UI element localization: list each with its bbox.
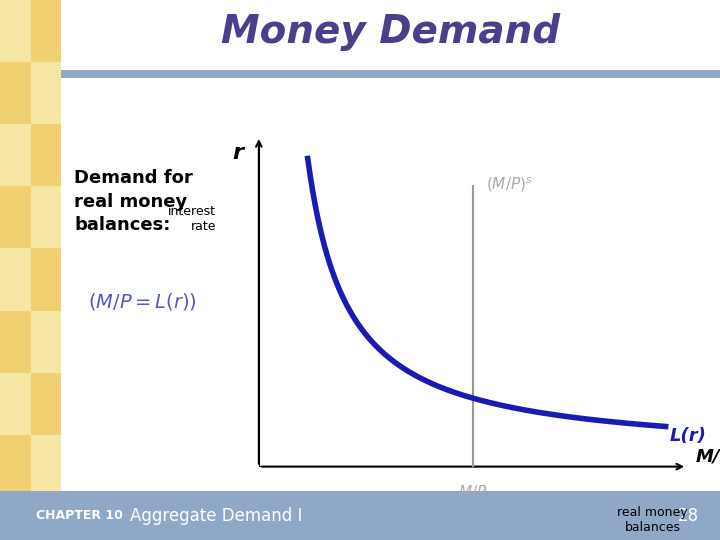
Bar xyxy=(0,124,30,186)
Bar xyxy=(0,62,30,124)
Text: $(M/P)^s$: $(M/P)^s$ xyxy=(486,176,533,194)
Bar xyxy=(0,435,30,497)
Text: interest
rate: interest rate xyxy=(168,205,216,233)
Bar xyxy=(30,435,61,497)
Text: $M/P$: $M/P$ xyxy=(458,483,487,500)
Bar xyxy=(30,0,61,62)
Bar xyxy=(0,248,30,310)
Text: Money Demand: Money Demand xyxy=(221,12,560,51)
Bar xyxy=(30,124,61,186)
Bar xyxy=(30,62,61,124)
Bar xyxy=(0,0,30,62)
Text: Aggregate Demand I: Aggregate Demand I xyxy=(130,507,302,525)
Text: L(r): L(r) xyxy=(670,427,707,446)
Text: CHAPTER 10: CHAPTER 10 xyxy=(36,509,123,522)
Bar xyxy=(0,373,30,435)
Bar xyxy=(30,310,61,373)
Text: M/P: M/P xyxy=(696,448,720,465)
Text: real money
balances: real money balances xyxy=(618,507,688,534)
Bar xyxy=(0,186,30,248)
Bar xyxy=(30,186,61,248)
Bar xyxy=(30,373,61,435)
Bar xyxy=(0,310,30,373)
Text: Demand for
real money
balances:: Demand for real money balances: xyxy=(74,169,193,234)
Text: r: r xyxy=(232,143,243,163)
Text: $(M/P = L(r))$: $(M/P = L(r))$ xyxy=(88,291,197,312)
Bar xyxy=(30,248,61,310)
Text: 28: 28 xyxy=(678,507,698,525)
